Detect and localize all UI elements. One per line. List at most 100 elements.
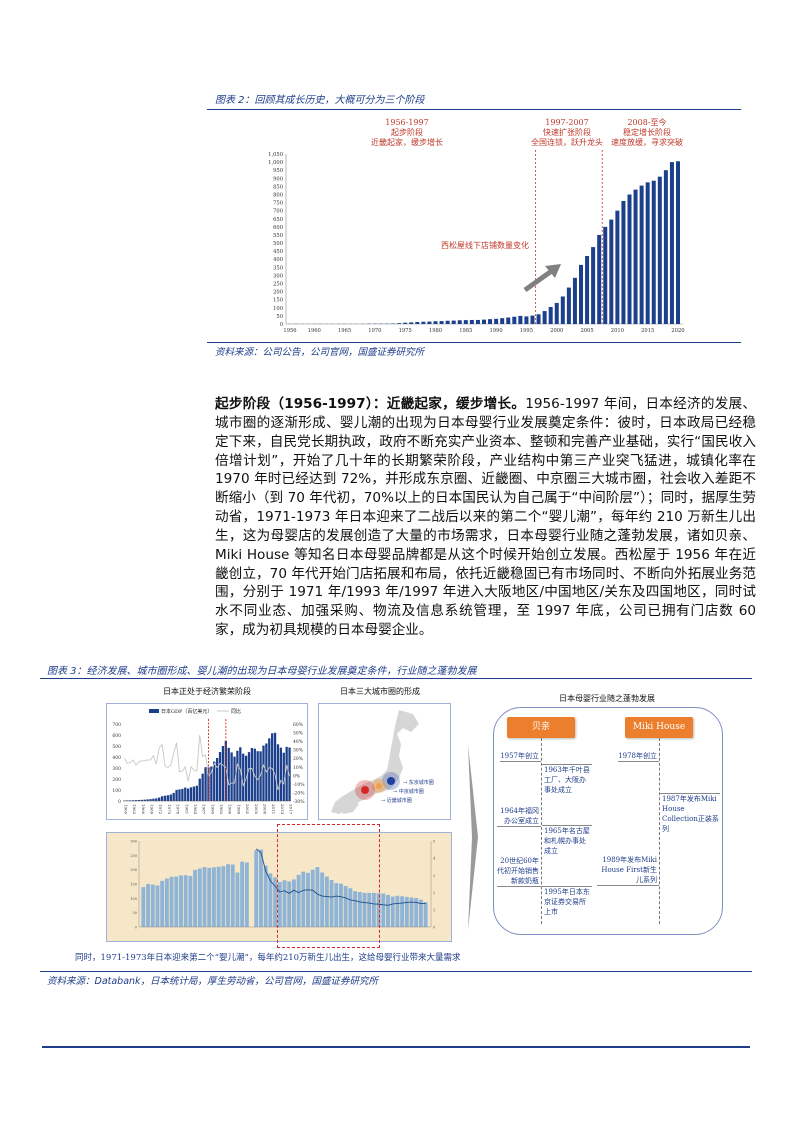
pigeon-timeline-line bbox=[541, 738, 542, 924]
x-tick-label: 1987 bbox=[202, 804, 207, 815]
gdp-bar bbox=[233, 756, 236, 801]
y-tick-label: 850 bbox=[273, 184, 283, 190]
births-bar bbox=[211, 867, 216, 927]
births-bar bbox=[310, 869, 315, 927]
bar bbox=[445, 320, 450, 324]
y2-tick-label: 60% bbox=[293, 722, 304, 728]
births-bar bbox=[371, 892, 376, 927]
x-tick-label: 1993 bbox=[219, 804, 224, 815]
y2-tick-label: 2 bbox=[433, 891, 435, 895]
bar bbox=[566, 287, 571, 324]
x-tick-label: 1969 bbox=[150, 804, 155, 815]
gdp-bar bbox=[268, 738, 271, 801]
paragraph-lead: 起步阶段（1956-1997）：近畿起家，缓步增长。 bbox=[215, 396, 526, 412]
births-bar bbox=[174, 876, 179, 927]
phase-1-name: 起步阶段 bbox=[391, 128, 423, 137]
gdp-bar bbox=[189, 787, 193, 801]
x-tick-label: 2002 bbox=[245, 804, 250, 815]
y2-tick-label: 50% bbox=[293, 731, 304, 737]
births-bar bbox=[315, 867, 320, 927]
y-tick-label: 450 bbox=[273, 249, 283, 255]
gdp-bar bbox=[250, 748, 254, 801]
x-tick-label: 1990 bbox=[210, 804, 215, 815]
y-tick-label: 300 bbox=[130, 840, 137, 844]
japan-map: → 东京城市圈 → 中京城市圈 → 近畿城市圈 bbox=[331, 710, 434, 814]
trend-arrow-shaft bbox=[523, 267, 555, 293]
bar bbox=[554, 302, 559, 324]
births-bar bbox=[207, 867, 212, 927]
gdp-bar bbox=[218, 752, 222, 801]
y2-tick-label: 5 bbox=[433, 840, 435, 844]
gdp-bar bbox=[169, 794, 172, 801]
y-tick-label: 700 bbox=[112, 722, 121, 728]
y-tick-label: 650 bbox=[273, 217, 283, 223]
gdp-bar bbox=[210, 766, 213, 801]
y-tick-label: 200 bbox=[273, 290, 283, 296]
timeline-event: 1995年日本东京证券交易所上市 bbox=[542, 886, 592, 917]
births-bar bbox=[296, 874, 301, 927]
chukyo-label: → 中京城市圈 bbox=[393, 788, 424, 795]
births-bar bbox=[418, 899, 423, 927]
gdp-bar bbox=[213, 761, 216, 801]
y-tick-label: 1,000 bbox=[268, 160, 283, 166]
miki-house-timeline-line bbox=[659, 738, 660, 924]
y-tick-label: 700 bbox=[273, 209, 283, 215]
store-count-annotation: 西松屋线下店铺数量变化 bbox=[441, 241, 529, 250]
timeline-event: 1965年名古屋和札幌办事处成立 bbox=[542, 825, 592, 856]
y-tick-label: 100 bbox=[112, 788, 121, 794]
births-bar bbox=[282, 880, 287, 927]
bar bbox=[488, 319, 493, 324]
bar bbox=[548, 307, 553, 324]
figure-3-title: 图表 3：经济发展、城市圈形成、婴儿潮的出现为日本母婴行业发展奠定条件，行业随之… bbox=[47, 666, 477, 677]
births-bar bbox=[367, 892, 372, 927]
gdp-bar bbox=[285, 746, 288, 801]
bar bbox=[639, 185, 644, 324]
kinki-marker bbox=[361, 786, 369, 794]
gdp-bar bbox=[273, 732, 277, 801]
gdp-bar bbox=[195, 785, 199, 801]
y-tick-label: 200 bbox=[112, 777, 121, 783]
map-subtitle: 日本三大城市圈的形成 bbox=[340, 687, 420, 696]
y2-tick-label: 40% bbox=[293, 739, 304, 745]
phase-2-name: 快速扩张阶段 bbox=[543, 128, 591, 137]
gdp-bar bbox=[253, 748, 256, 801]
births-bar bbox=[202, 867, 207, 927]
bar bbox=[421, 321, 426, 324]
births-bar bbox=[414, 898, 419, 927]
gdp-bar bbox=[158, 797, 161, 801]
chukyo-marker bbox=[376, 783, 382, 789]
figure-2-top-rule bbox=[207, 109, 741, 110]
gdp-bar bbox=[178, 789, 181, 801]
gdp-bar bbox=[227, 747, 230, 801]
bar bbox=[494, 318, 499, 324]
gdp-bar bbox=[204, 767, 207, 801]
bar bbox=[403, 322, 408, 324]
x-tick-label: 1984 bbox=[193, 804, 198, 815]
x-tick-label: 1965 bbox=[338, 328, 351, 334]
births-bar bbox=[150, 884, 155, 927]
births-bar bbox=[263, 865, 268, 927]
bar bbox=[560, 296, 565, 324]
figure-3-caption: 同时，1971-1973年日本迎来第二个“婴儿潮”，每年约210万新生儿出生，这… bbox=[75, 953, 461, 963]
bar bbox=[463, 320, 468, 324]
figure-2-title: 图表 2：回顾其成长历史，大概可分为三个阶段 bbox=[215, 95, 425, 106]
gdp-chart: 日本GDP（百亿美元） 同比 0 100 200 300 400 500 600 700 -30% -… bbox=[112, 708, 305, 815]
timeline-event: 20世纪60年代初开始销售新款奶瓶 bbox=[497, 857, 541, 887]
phase-1-label: 1956-1997 起步阶段 近畿起家，缓步增长 bbox=[371, 118, 443, 148]
births-bar bbox=[254, 850, 259, 927]
bar bbox=[633, 189, 638, 324]
store-count-bar-chart: 0 50 100 150 200 250 300 350 400 450 500 550 600 650 7… bbox=[268, 150, 685, 334]
births-chart: 0 50 100 150 200 250 300 0 1 2 3 4 5 bbox=[107, 833, 451, 941]
births-bar bbox=[390, 896, 395, 927]
births-bar bbox=[334, 883, 339, 927]
births-bar bbox=[169, 876, 174, 927]
bar bbox=[615, 210, 620, 324]
tokyo-label: → 东京城市圈 bbox=[403, 779, 434, 786]
x-tick-label: 2020 bbox=[671, 328, 684, 334]
births-bar bbox=[235, 872, 240, 927]
x-tick-label: 1978 bbox=[176, 804, 181, 815]
gdp-bar bbox=[276, 744, 280, 801]
births-bar bbox=[155, 885, 160, 927]
y-tick-label: 250 bbox=[273, 282, 283, 288]
births-bar bbox=[386, 894, 390, 927]
